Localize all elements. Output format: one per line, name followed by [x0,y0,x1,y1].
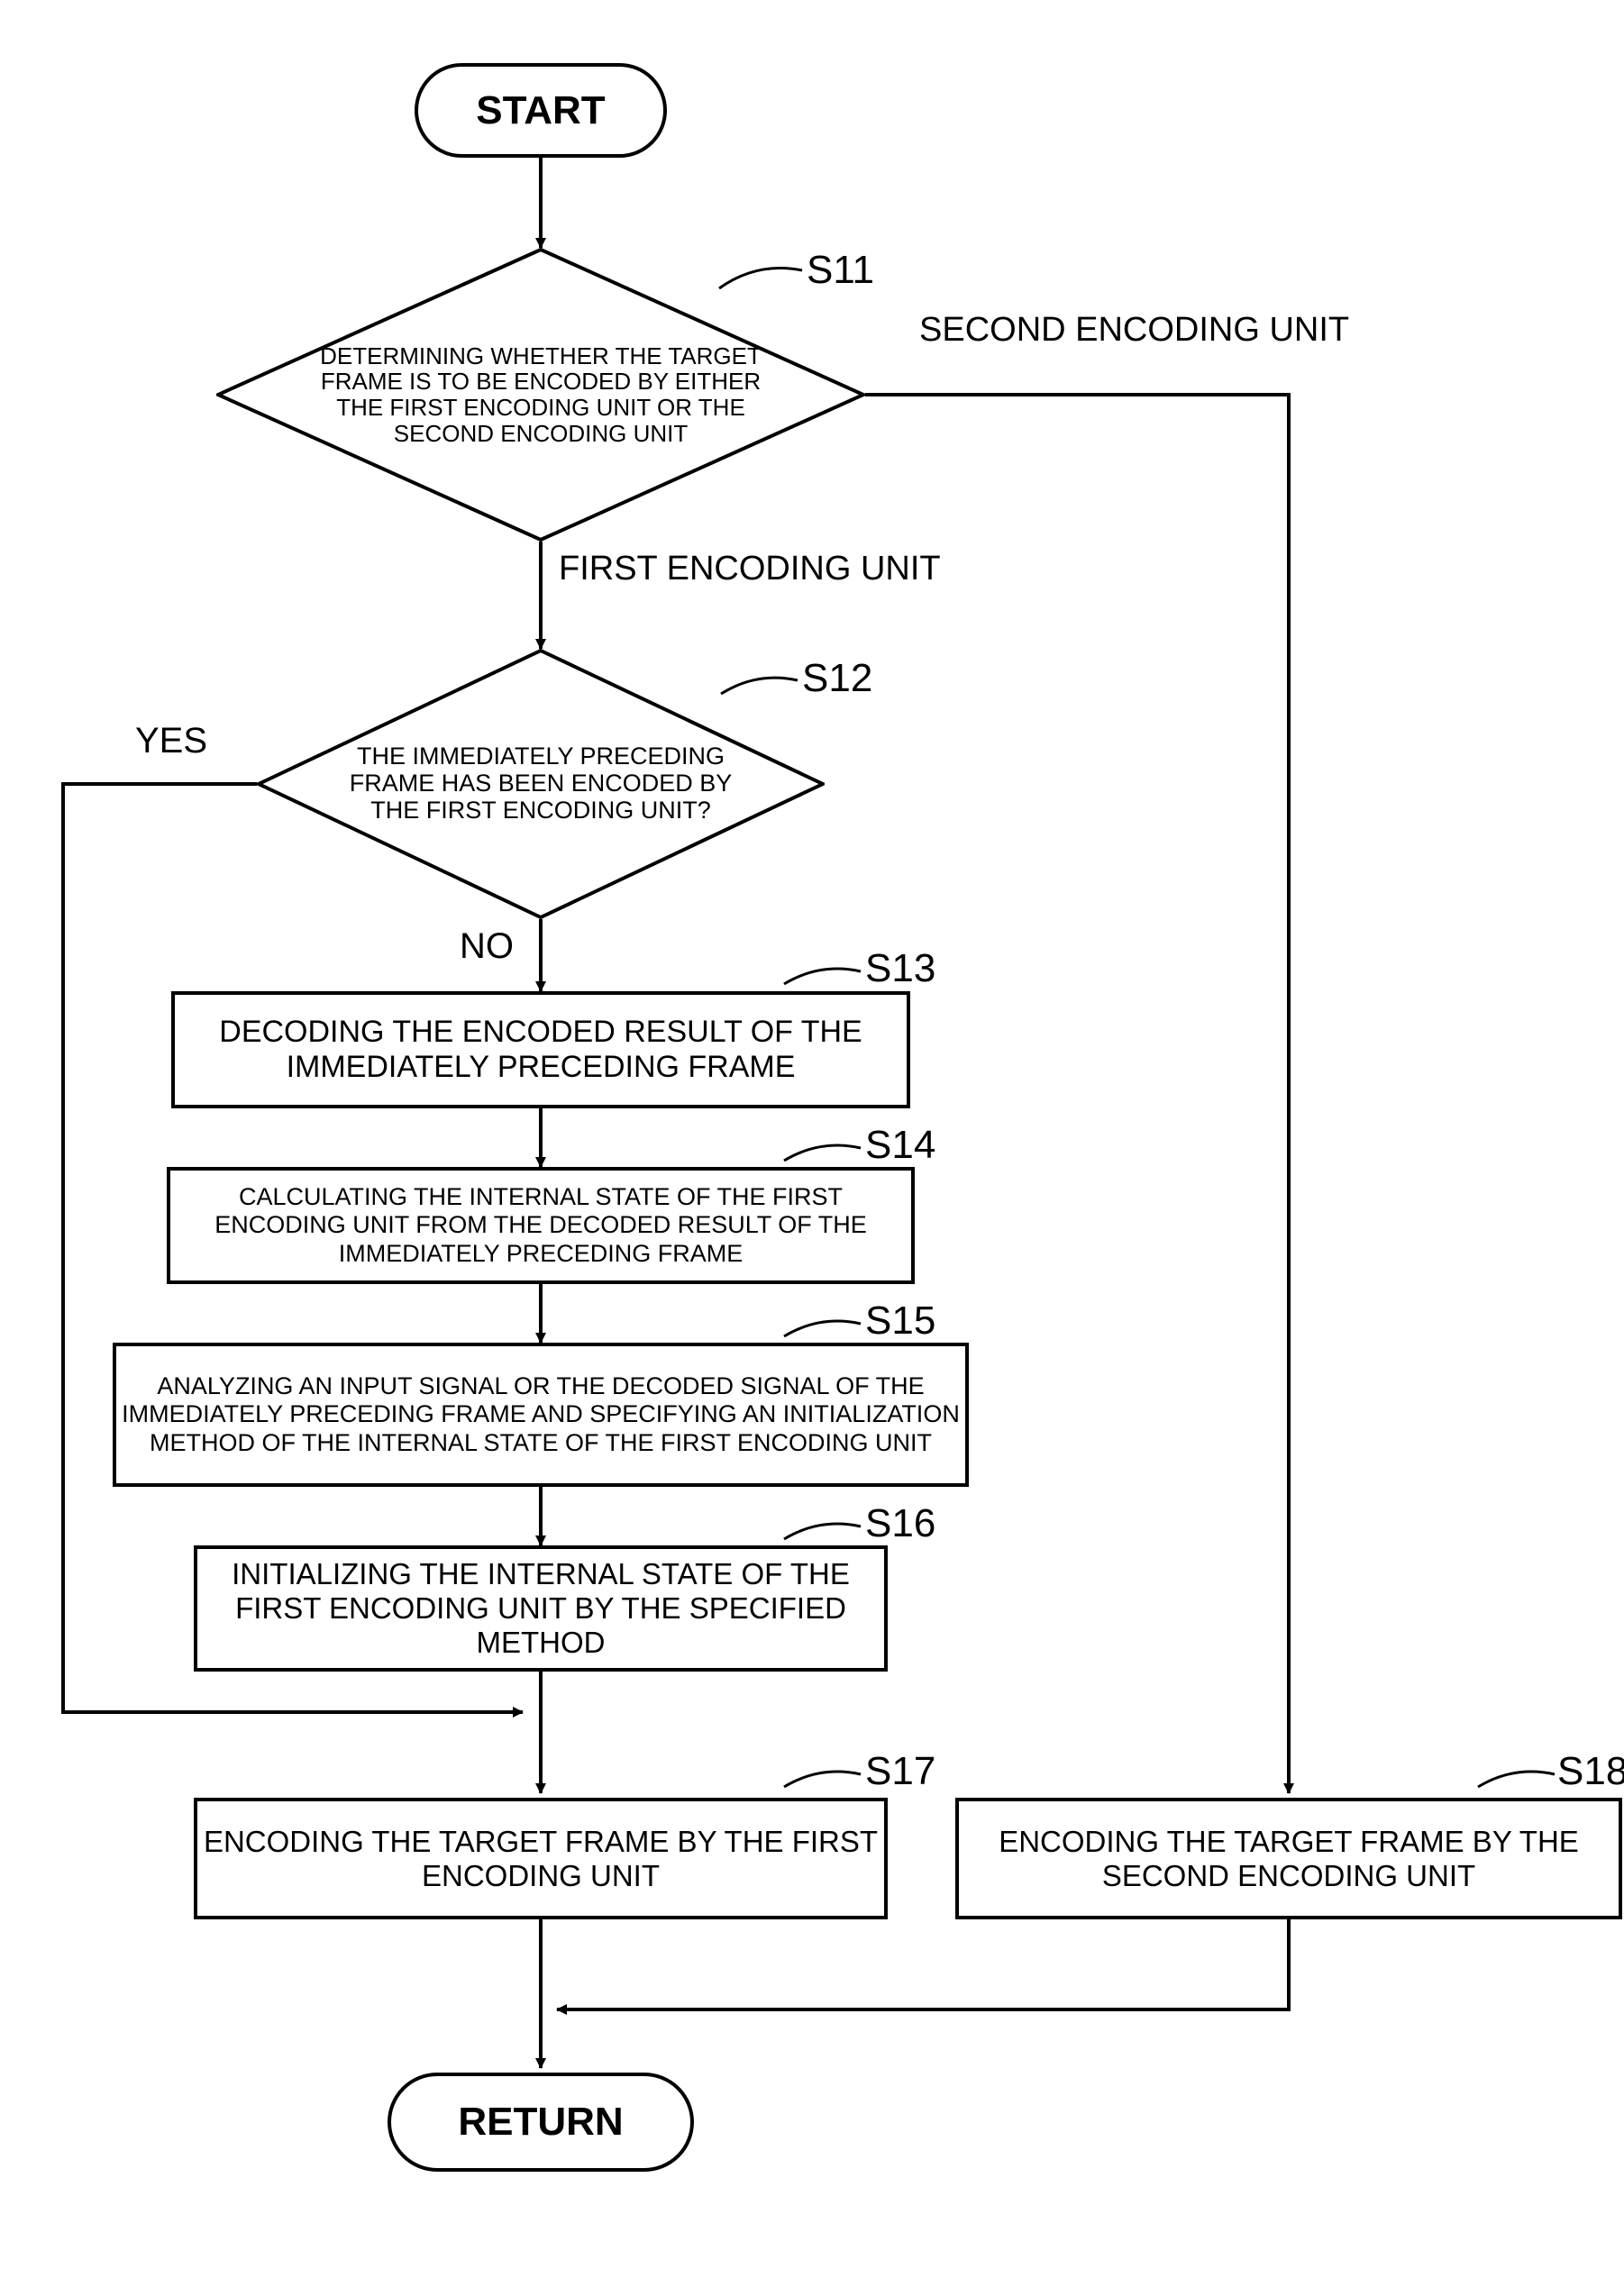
decision-s12-text: THE IMMEDIATELY PRECEDING FRAME HAS BEEN… [336,743,745,824]
terminator-start: START [415,63,667,158]
step-label-s16: S16 [865,1501,935,1546]
step-label-s17: S17 [865,1749,935,1794]
process-s18: ENCODING THE TARGET FRAME BY THE SECOND … [955,1798,1622,1919]
step-label-s12: S12 [802,656,872,701]
branch-label-no: NO [460,926,514,967]
process-s16: INITIALIZING THE INTERNAL STATE OF THE F… [194,1545,888,1672]
process-s17-text: ENCODING THE TARGET FRAME BY THE FIRST E… [197,1825,884,1893]
step-label-s15: S15 [865,1299,935,1344]
process-s13: DECODING THE ENCODED RESULT OF THE IMMED… [171,991,910,1108]
process-s13-text: DECODING THE ENCODED RESULT OF THE IMMED… [175,1015,907,1085]
decision-s11: DETERMINING WHETHER THE TARGET FRAME IS … [216,248,865,542]
decision-s12: THE IMMEDIATELY PRECEDING FRAME HAS BEEN… [257,649,825,919]
step-label-s14: S14 [865,1123,935,1168]
process-s16-text: INITIALIZING THE INTERNAL STATE OF THE F… [197,1557,884,1660]
process-s15: ANALYZING AN INPUT SIGNAL OR THE DECODED… [113,1343,969,1487]
step-label-s11: S11 [807,248,874,293]
process-s18-text: ENCODING THE TARGET FRAME BY THE SECOND … [959,1825,1619,1893]
process-s17: ENCODING THE TARGET FRAME BY THE FIRST E… [194,1798,888,1919]
step-label-s18: S18 [1557,1749,1624,1794]
branch-label-second-unit: SECOND ENCODING UNIT [919,311,1349,350]
process-s15-text: ANALYZING AN INPUT SIGNAL OR THE DECODED… [116,1372,965,1456]
return-label: RETURN [458,2100,623,2145]
process-s14: CALCULATING THE INTERNAL STATE OF THE FI… [167,1167,915,1284]
decision-s11-text: DETERMINING WHETHER THE TARGET FRAME IS … [307,343,774,446]
start-label: START [476,88,605,133]
step-label-s13: S13 [865,946,935,991]
process-s14-text: CALCULATING THE INTERNAL STATE OF THE FI… [170,1183,911,1267]
branch-label-first-unit: FIRST ENCODING UNIT [559,550,941,588]
branch-label-yes: YES [135,721,207,761]
terminator-return: RETURN [388,2073,694,2172]
